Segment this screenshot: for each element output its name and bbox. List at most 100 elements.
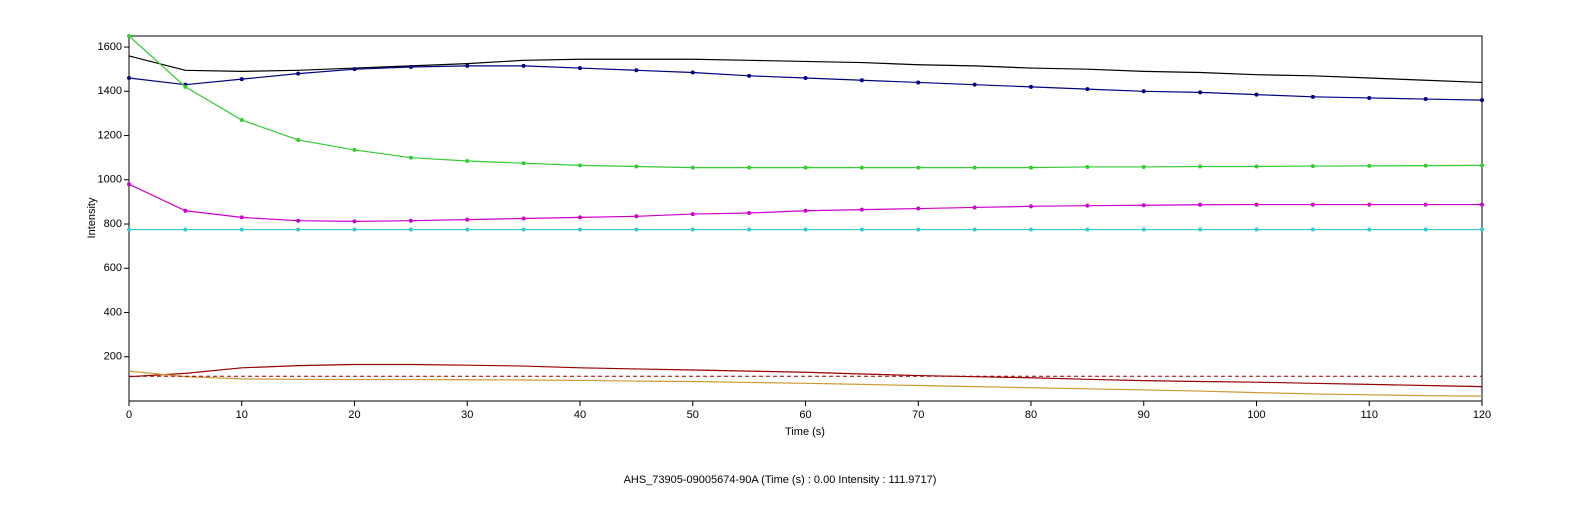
series-marker — [690, 227, 695, 232]
y-tick-label: 200 — [104, 351, 122, 363]
series-marker — [634, 227, 639, 232]
series-marker — [803, 76, 808, 81]
series-marker — [239, 77, 244, 82]
series-marker — [521, 161, 526, 166]
series-marker — [578, 66, 582, 71]
series-marker — [1310, 227, 1315, 232]
series-marker — [1480, 227, 1484, 232]
series-marker — [1085, 164, 1090, 169]
series-marker — [1198, 90, 1203, 95]
series-marker — [747, 210, 752, 215]
series-line — [128, 35, 1483, 169]
series-marker — [916, 165, 921, 170]
series-marker — [352, 219, 357, 224]
series-marker — [859, 78, 864, 83]
series-marker — [1029, 227, 1033, 232]
series-marker — [1198, 164, 1203, 169]
series-marker — [1367, 202, 1372, 207]
series-marker — [239, 215, 244, 220]
x-tick-label: 40 — [574, 409, 586, 421]
series-marker — [972, 82, 977, 87]
series-marker — [465, 158, 470, 163]
series-line — [128, 65, 1483, 101]
series-marker — [352, 227, 357, 232]
series-marker — [1310, 202, 1315, 207]
x-tick-label: 10 — [236, 409, 248, 421]
y-tick-label: 1200 — [98, 129, 122, 141]
x-tick-label: 70 — [912, 409, 924, 421]
series-marker — [183, 208, 188, 213]
series-marker — [408, 227, 413, 232]
series-marker — [408, 64, 413, 69]
x-tick-label: 100 — [1247, 409, 1265, 421]
series-marker — [634, 164, 639, 169]
series-marker — [1367, 95, 1372, 100]
y-tick-label: 400 — [104, 306, 122, 318]
series-marker — [859, 165, 864, 170]
x-tick-label: 120 — [1473, 409, 1491, 421]
series-marker — [1085, 227, 1090, 232]
series-marker — [521, 63, 526, 68]
series-marker — [1480, 202, 1484, 207]
series-marker — [127, 76, 131, 81]
series-marker — [183, 84, 188, 89]
series-marker — [803, 165, 808, 170]
y-tick-label: 600 — [104, 262, 122, 274]
series-marker — [859, 227, 864, 232]
series-marker — [690, 70, 695, 75]
series-marker — [1141, 227, 1146, 232]
series-marker — [1423, 163, 1428, 168]
series-marker — [1141, 89, 1146, 94]
series-marker — [239, 118, 244, 123]
x-tick-label: 20 — [348, 409, 360, 421]
series-marker — [1423, 202, 1428, 207]
series-marker — [1254, 227, 1259, 232]
series-marker — [1423, 227, 1428, 232]
x-tick-label: 30 — [461, 409, 473, 421]
series-marker — [1310, 164, 1315, 169]
series-marker — [408, 218, 413, 223]
series-marker — [1480, 98, 1484, 103]
series-marker — [1141, 164, 1146, 169]
series-marker — [127, 182, 131, 187]
series-marker — [1367, 227, 1372, 232]
x-tick-label: 50 — [687, 409, 699, 421]
y-axis-label: Intensity — [86, 197, 98, 238]
series-marker — [1254, 202, 1259, 207]
series-marker — [296, 137, 301, 142]
series-marker — [578, 163, 582, 168]
series-marker — [127, 34, 131, 38]
series-marker — [183, 227, 188, 232]
series-marker — [1029, 165, 1033, 170]
series-marker — [296, 71, 301, 76]
series-marker — [408, 155, 413, 160]
series-marker — [352, 147, 357, 152]
series-marker — [239, 227, 244, 232]
series-marker — [465, 227, 470, 232]
x-tick-label: 0 — [126, 409, 132, 421]
series-marker — [1254, 92, 1259, 97]
series-marker — [1029, 204, 1033, 209]
series-marker — [747, 165, 752, 170]
series-marker — [465, 217, 470, 222]
y-tick-label: 1600 — [98, 41, 122, 53]
series-marker — [916, 227, 921, 232]
series-marker — [690, 165, 695, 170]
series-marker — [634, 68, 639, 73]
series-marker — [521, 227, 526, 232]
series-marker — [296, 227, 301, 232]
y-tick-label: 800 — [104, 218, 122, 230]
series-marker — [1085, 203, 1090, 208]
series-marker — [1423, 97, 1428, 102]
x-tick-label: 90 — [1138, 409, 1150, 421]
x-tick-label: 80 — [1025, 409, 1037, 421]
series-marker — [1480, 163, 1484, 168]
series-marker — [352, 67, 357, 72]
series-marker — [127, 227, 131, 232]
series-marker — [1310, 94, 1315, 99]
y-tick-label: 1400 — [98, 85, 122, 97]
series-marker — [634, 214, 639, 219]
series-marker — [465, 63, 470, 68]
series-marker — [1198, 202, 1203, 207]
